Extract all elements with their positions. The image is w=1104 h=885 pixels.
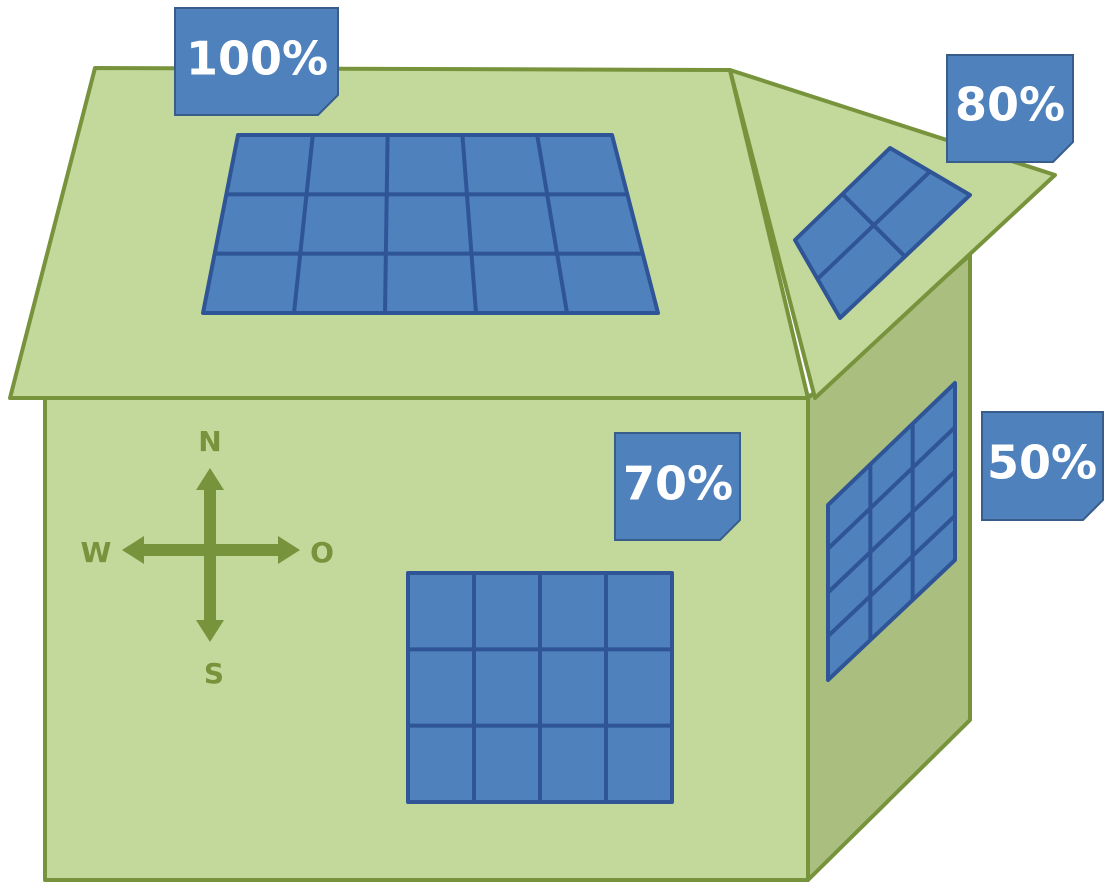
panel-grid bbox=[292, 134, 315, 314]
compass-west: W bbox=[81, 536, 112, 569]
arrow-head bbox=[196, 468, 224, 490]
arrow-head bbox=[196, 620, 224, 642]
note: 50% bbox=[981, 411, 1104, 521]
panel-grid bbox=[460, 134, 478, 314]
note-box bbox=[946, 54, 1074, 163]
panel-grid bbox=[826, 514, 957, 638]
solar-panel bbox=[201, 133, 660, 315]
compass-north: N bbox=[198, 425, 221, 458]
note: 100% bbox=[174, 7, 339, 116]
note-label: 100% bbox=[186, 32, 328, 86]
panel-grid bbox=[383, 134, 390, 314]
compass: N S W O bbox=[81, 425, 334, 690]
note-box bbox=[981, 411, 1104, 521]
compass-south: S bbox=[204, 657, 224, 690]
arrow-head bbox=[122, 536, 144, 564]
compass-east: O bbox=[310, 536, 334, 569]
panels bbox=[201, 133, 972, 804]
panel-grid bbox=[826, 470, 957, 594]
note-box bbox=[174, 7, 339, 116]
panel-grid bbox=[841, 192, 907, 258]
note-label: 70% bbox=[623, 457, 733, 511]
panel-grid bbox=[535, 134, 569, 314]
note: 80% bbox=[946, 54, 1074, 163]
note-box bbox=[614, 432, 741, 541]
note-label: 50% bbox=[987, 436, 1097, 490]
panel-grid bbox=[826, 425, 957, 551]
note-label: 80% bbox=[955, 78, 1065, 132]
arrow-head bbox=[278, 536, 300, 564]
note: 70% bbox=[614, 432, 741, 541]
